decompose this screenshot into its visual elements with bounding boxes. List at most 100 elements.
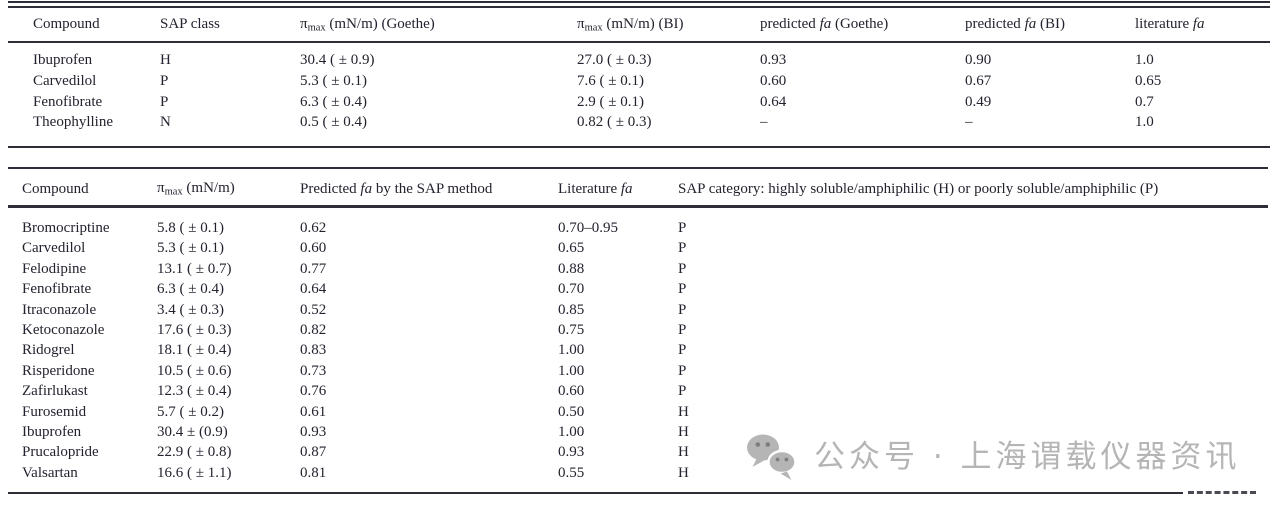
table2-top-rule <box>8 167 1268 169</box>
table-cell: H <box>678 403 689 420</box>
table-cell: 3.4 ( ± 0.3) <box>157 301 224 318</box>
table-cell: P <box>678 362 687 379</box>
table-cell: Bromocriptine <box>22 220 110 236</box>
table-row: Itraconazole 3.4 ( ± 0.3) 0.52 0.85 P <box>0 300 1280 320</box>
table-row: Ridogrel 18.1 ( ± 0.4) 0.83 1.00 P <box>0 340 1280 360</box>
table2-header-compound: Compound <box>22 180 89 197</box>
table-cell: H <box>678 444 689 461</box>
table-cell: P <box>678 240 687 257</box>
table-cell: 0.70 <box>558 281 585 298</box>
table1-header-compound: Compound <box>33 16 100 32</box>
table-cell: 0.50 <box>558 403 585 420</box>
table-cell: H <box>678 423 689 440</box>
watermark: 公众号 · 上海谓载仪器资讯 <box>746 433 1241 481</box>
table-cell: 0.87 <box>300 444 327 461</box>
table-cell: 0.70–0.95 <box>558 220 618 236</box>
table1-header-predicted-fa-bi: predicted fa (BI) <box>965 16 1065 32</box>
table-cell: 2.9 ( ± 0.1) <box>577 93 644 110</box>
table-row: Fenofibrate 6.3 ( ± 0.4) 0.64 0.70 P <box>0 279 1280 299</box>
table-cell: 5.3 ( ± 0.1) <box>157 240 224 257</box>
table-row: Prucalopride 22.9 ( ± 0.8) 0.87 0.93 H <box>0 442 1280 462</box>
table2-bottom-rule-dashed-end <box>1188 491 1256 494</box>
table-cell: 17.6 ( ± 0.3) <box>157 321 232 338</box>
table1-bottom-rule <box>8 146 1270 148</box>
table-row: Theophylline N 0.5 ( ± 0.4) 0.82 ( ± 0.3) – –… <box>0 112 1280 133</box>
table-cell: 22.9 ( ± 0.8) <box>157 444 232 461</box>
table-cell: 7.6 ( ± 0.1) <box>577 72 644 89</box>
table1-header-divider <box>8 41 1270 43</box>
table1-top-rule-inner <box>8 6 1270 8</box>
table-row: Carvedilol P 5.3 ( ± 0.1) 7.6 ( ± 0.1) 0.60 0… <box>0 71 1280 92</box>
table-cell: 5.3 ( ± 0.1) <box>300 72 367 89</box>
table-cell: 0.60 <box>300 240 327 257</box>
table-cell: 1.00 <box>558 342 585 359</box>
table-cell: 0.67 <box>965 72 992 89</box>
table2-header-divider <box>8 205 1268 208</box>
table2-body: Bromocriptine 5.8 ( ± 0.1) 0.62 0.70–0.95 P C… <box>0 218 1280 483</box>
table-cell: 1.00 <box>558 423 585 440</box>
table-cell: – <box>965 114 973 131</box>
table-cell: 1.0 <box>1135 114 1154 131</box>
table-cell: 0.93 <box>300 423 327 440</box>
table-cell: 0.76 <box>300 383 327 400</box>
table1-body: Ibuprofen H 30.4 ( ± 0.9) 27.0 ( ± 0.3) 0.93… <box>0 50 1280 133</box>
table-cell: 16.6 ( ± 1.1) <box>157 464 232 481</box>
table-cell: 0.49 <box>965 93 992 110</box>
table-cell: H <box>678 464 689 481</box>
table-cell: Zafirlukast <box>22 383 88 400</box>
table-cell: 0.83 <box>300 342 327 359</box>
table-cell: P <box>678 281 687 298</box>
table-cell: – <box>760 114 768 131</box>
table-row: Ketoconazole 17.6 ( ± 0.3) 0.82 0.75 P <box>0 320 1280 340</box>
table-row: Fenofibrate P 6.3 ( ± 0.4) 2.9 ( ± 0.1) 0.64… <box>0 92 1280 113</box>
table-cell: P <box>678 260 687 277</box>
table-cell: 0.73 <box>300 362 327 379</box>
table-row: Zafirlukast 12.3 ( ± 0.4) 0.76 0.60 P <box>0 381 1280 401</box>
table-cell: 0.93 <box>760 52 787 68</box>
table-cell: Prucalopride <box>22 444 99 461</box>
table1-header-row: Compound SAP class πmax (mN/m) (Goethe) … <box>0 9 1280 40</box>
table-cell: 0.64 <box>300 281 327 298</box>
table-cell: 0.85 <box>558 301 585 318</box>
table-cell: Ketoconazole <box>22 321 105 338</box>
table-cell: Carvedilol <box>33 72 97 89</box>
table-cell: P <box>678 383 687 400</box>
table-cell: P <box>678 342 687 359</box>
table-cell: Fenofibrate <box>33 93 103 110</box>
table-cell: 1.0 <box>1135 52 1154 68</box>
table-cell: 30.4 ± (0.9) <box>157 423 228 440</box>
table-cell: P <box>678 220 687 236</box>
table-cell: 0.61 <box>300 403 327 420</box>
table-cell: 12.3 ( ± 0.4) <box>157 383 232 400</box>
table2-header-sap-category: SAP category: highly soluble/amphiphilic… <box>678 180 1159 197</box>
table-cell: 0.82 ( ± 0.3) <box>577 114 652 131</box>
table-row: Ibuprofen H 30.4 ( ± 0.9) 27.0 ( ± 0.3) 0.93… <box>0 50 1280 71</box>
table-cell: Felodipine <box>22 260 87 277</box>
table-cell: 0.7 <box>1135 93 1154 110</box>
table-cell: 0.93 <box>558 444 585 461</box>
table-cell: Theophylline <box>33 114 113 131</box>
table-cell: Fenofibrate <box>22 281 92 298</box>
table-cell: 0.5 ( ± 0.4) <box>300 114 367 131</box>
table-cell: P <box>678 301 687 318</box>
table-cell: Itraconazole <box>22 301 97 318</box>
table-cell: 0.82 <box>300 321 327 338</box>
table1-header-literature-fa: literature fa <box>1135 16 1205 32</box>
table-row: Furosemid 5.7 ( ± 0.2) 0.61 0.50 H <box>0 402 1280 422</box>
table-row: Bromocriptine 5.8 ( ± 0.1) 0.62 0.70–0.95 P <box>0 218 1280 238</box>
table-cell: 5.7 ( ± 0.2) <box>157 403 224 420</box>
table-cell: 0.52 <box>300 301 327 318</box>
table-cell: Ridogrel <box>22 342 75 359</box>
table-cell: 0.60 <box>558 383 585 400</box>
table-cell: 0.60 <box>760 72 787 89</box>
table-cell: 27.0 ( ± 0.3) <box>577 52 652 68</box>
table1-top-rule-outer <box>8 1 1270 3</box>
table-cell: 0.65 <box>558 240 585 257</box>
table2-header-pimax: πmax (mN/m) <box>157 180 235 198</box>
table-cell: 5.8 ( ± 0.1) <box>157 220 224 236</box>
table2-header-literature-fa: Literature fa <box>558 180 633 197</box>
table-cell: 6.3 ( ± 0.4) <box>157 281 224 298</box>
table-cell: 0.62 <box>300 220 327 236</box>
table-cell: P <box>160 72 169 89</box>
